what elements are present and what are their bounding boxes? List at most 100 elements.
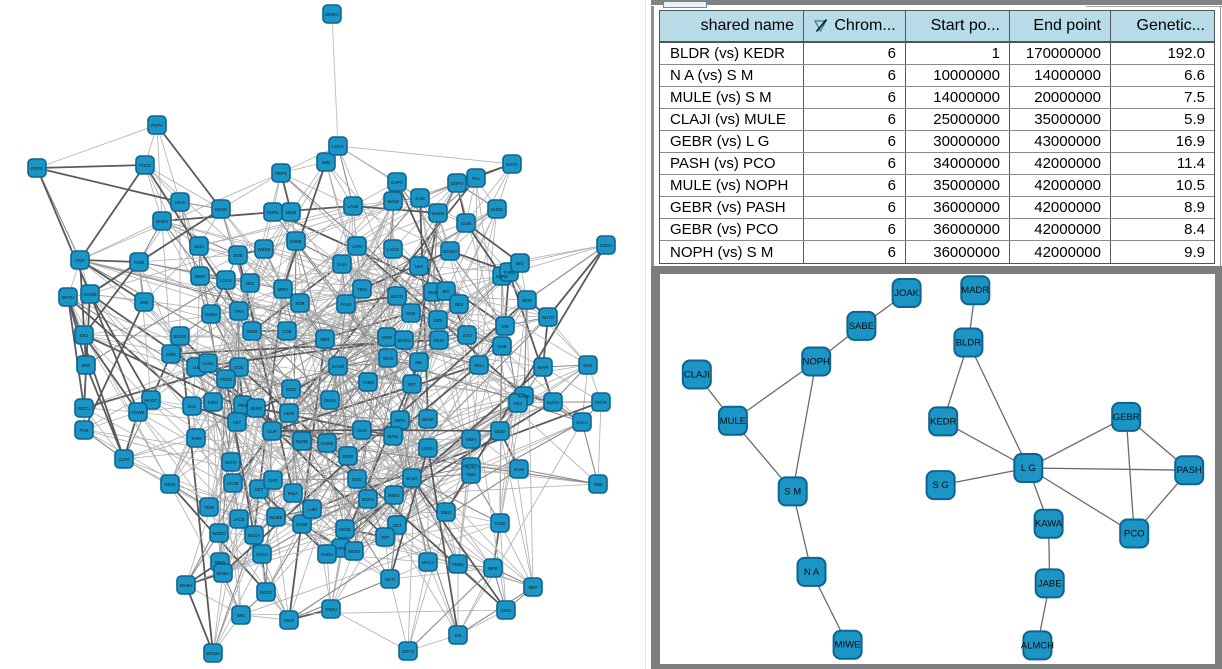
svg-text:ROTE: ROTE: [260, 590, 272, 595]
svg-text:TABU: TABU: [503, 270, 514, 275]
svg-text:L G: L G: [1021, 463, 1036, 474]
svg-text:TIPA: TIPA: [336, 546, 345, 551]
svg-text:WIC: WIC: [237, 613, 245, 618]
svg-text:KOJE: KOJE: [227, 481, 238, 486]
svg-text:WAPI: WAPI: [538, 365, 549, 370]
svg-text:NISI: NISI: [246, 281, 254, 286]
svg-text:WAMA: WAMA: [431, 211, 444, 216]
svg-text:PCO: PCO: [1124, 529, 1145, 540]
svg-text:TAPI: TAPI: [75, 258, 84, 263]
svg-text:NAD: NAD: [583, 363, 592, 368]
svg-text:KETI: KETI: [385, 577, 395, 582]
svg-text:NOPH: NOPH: [802, 357, 830, 368]
svg-text:LOCA: LOCA: [220, 278, 232, 283]
svg-text:TUGE: TUGE: [494, 521, 506, 526]
svg-text:LASE: LASE: [348, 204, 359, 209]
svg-text:BIPE: BIPE: [488, 566, 498, 571]
svg-text:PEBU: PEBU: [452, 562, 464, 567]
svg-text:BEW: BEW: [495, 429, 506, 434]
svg-text:CUPA: CUPA: [118, 457, 130, 462]
svg-text:NEMI: NEMI: [286, 210, 297, 215]
svg-text:WESE: WESE: [258, 247, 271, 252]
svg-text:PEM: PEM: [238, 403, 248, 408]
svg-text:DORU: DORU: [267, 210, 280, 215]
svg-text:GEBR: GEBR: [1113, 412, 1140, 423]
svg-text:BEP: BEP: [529, 585, 538, 590]
svg-text:CEJA: CEJA: [175, 200, 186, 205]
svg-text:RUTO: RUTO: [542, 315, 555, 320]
svg-text:MULE: MULE: [720, 416, 746, 427]
svg-text:JEBI: JEBI: [593, 482, 602, 487]
svg-text:DANO: DANO: [332, 364, 345, 369]
svg-text:JAJE: JAJE: [415, 196, 425, 201]
svg-text:MADR: MADR: [961, 285, 989, 296]
svg-text:KEJA: KEJA: [434, 338, 445, 343]
svg-text:WUBE: WUBE: [270, 515, 283, 520]
svg-text:TAWI: TAWI: [191, 436, 201, 441]
svg-text:DEWO: DEWO: [325, 12, 339, 17]
svg-text:PUCE: PUCE: [139, 163, 151, 168]
svg-text:SAC: SAC: [188, 404, 197, 409]
svg-text:DOK: DOK: [406, 311, 415, 316]
svg-text:SERE: SERE: [250, 406, 262, 411]
svg-text:KENO: KENO: [215, 207, 228, 212]
svg-text:CLAJI: CLAJI: [684, 370, 710, 381]
svg-text:KURE: KURE: [496, 274, 508, 279]
svg-text:CECA: CECA: [256, 552, 268, 557]
svg-text:KEJ: KEJ: [514, 401, 522, 406]
svg-text:KAWA: KAWA: [1035, 519, 1063, 530]
svg-text:DIDI: DIDI: [434, 318, 443, 323]
svg-text:DAD: DAD: [268, 478, 277, 483]
svg-text:BAJO: BAJO: [406, 476, 418, 481]
svg-text:DOPO: DOPO: [451, 181, 464, 186]
svg-text:MIT: MIT: [408, 382, 416, 387]
svg-text:PENO: PENO: [220, 377, 233, 382]
svg-text:BLDR: BLDR: [956, 338, 981, 349]
svg-text:WABA: WABA: [180, 583, 193, 588]
svg-text:GET: GET: [255, 487, 264, 492]
svg-text:JEC: JEC: [442, 289, 450, 294]
svg-text:LUBI: LUBI: [307, 507, 317, 512]
svg-text:SES: SES: [455, 302, 464, 307]
svg-text:KELI: KELI: [474, 363, 483, 368]
svg-text:RIMO: RIMO: [388, 493, 400, 498]
svg-text:S G: S G: [932, 480, 948, 491]
svg-text:DUDE: DUDE: [491, 207, 503, 212]
svg-text:DOWU: DOWU: [443, 249, 457, 254]
svg-text:WEBO: WEBO: [212, 531, 226, 536]
svg-text:DIWE: DIWE: [290, 239, 301, 244]
svg-text:RODI: RODI: [343, 454, 354, 459]
svg-text:S M: S M: [784, 486, 801, 497]
svg-text:DASE: DASE: [296, 522, 308, 527]
svg-text:WITO: WITO: [225, 460, 237, 465]
svg-text:SABE: SABE: [849, 321, 874, 332]
svg-text:MAD: MAD: [284, 618, 294, 623]
svg-text:SOR: SOR: [295, 301, 304, 306]
svg-text:MADI: MADI: [388, 434, 399, 439]
svg-text:DIWO: DIWO: [156, 219, 168, 224]
svg-text:MAGO: MAGO: [144, 398, 158, 403]
svg-text:DOTO: DOTO: [402, 649, 415, 654]
svg-text:DUSU: DUSU: [324, 398, 336, 403]
svg-text:GOC: GOC: [234, 365, 244, 370]
svg-text:LASA: LASA: [203, 361, 214, 366]
svg-text:NAK: NAK: [415, 264, 424, 269]
svg-text:KEDR: KEDR: [930, 416, 957, 427]
svg-text:PUDU: PUDU: [321, 552, 333, 557]
svg-text:TUBO: TUBO: [362, 380, 375, 385]
svg-text:BOWU: BOWU: [397, 338, 410, 343]
svg-text:LOLO: LOLO: [332, 144, 344, 149]
svg-text:MACA: MACA: [422, 560, 435, 565]
svg-text:TIRA: TIRA: [234, 309, 244, 314]
svg-text:POK: POK: [79, 428, 88, 433]
svg-text:RECU: RECU: [78, 406, 90, 411]
svg-text:POWE: POWE: [131, 410, 144, 415]
svg-text:TAWU: TAWU: [325, 607, 337, 612]
svg-text:NATO: NATO: [506, 162, 518, 167]
svg-text:BIW: BIW: [82, 363, 91, 368]
svg-text:WOS: WOS: [286, 387, 296, 392]
svg-text:MUP: MUP: [428, 290, 438, 295]
svg-text:KEDE: KEDE: [339, 527, 351, 532]
svg-text:BON: BON: [522, 298, 531, 303]
svg-text:CET: CET: [233, 420, 242, 425]
